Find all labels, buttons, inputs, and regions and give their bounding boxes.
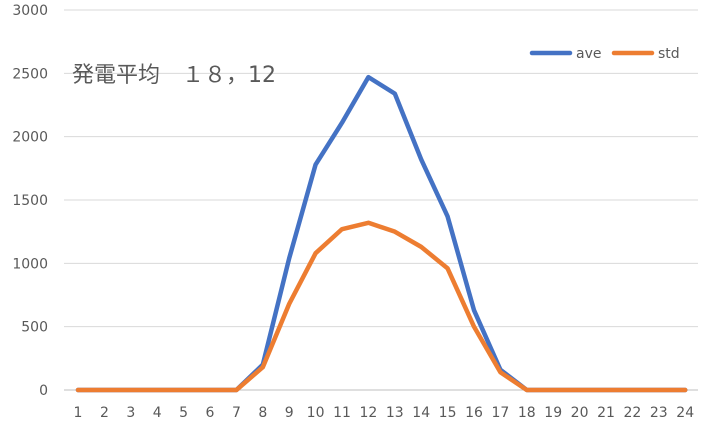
- y-tick-label: 500: [21, 320, 48, 336]
- x-tick-label: 12: [359, 405, 377, 421]
- x-tick-label: 3: [126, 405, 135, 421]
- y-axis-ticks: 0 500 1000 1500 2000 2500 3000: [12, 3, 48, 399]
- y-tick-label: 2500: [12, 66, 48, 82]
- x-tick-label: 23: [650, 405, 668, 421]
- x-axis-ticks: 1 2 3 4 5 6 7 8 9 10 11 12 13 14 15 16 17 18 19 20 21 22 23 24: [74, 405, 695, 421]
- x-tick-label: 1: [74, 405, 83, 421]
- x-tick-label: 20: [571, 405, 589, 421]
- x-tick-label: 5: [179, 405, 188, 421]
- x-tick-label: 18: [518, 405, 536, 421]
- x-tick-label: 4: [153, 405, 162, 421]
- x-tick-label: 17: [491, 405, 509, 421]
- x-tick-label: 14: [412, 405, 430, 421]
- y-tick-label: 1500: [12, 193, 48, 209]
- x-tick-label: 13: [386, 405, 404, 421]
- gridlines: [64, 9, 698, 391]
- series-lines: [75, 74, 688, 393]
- x-tick-label: 10: [307, 405, 325, 421]
- series-line-ave: [75, 74, 688, 393]
- x-tick-label: 22: [623, 405, 641, 421]
- y-tick-label: 2000: [12, 130, 48, 146]
- x-tick-label: 9: [285, 405, 294, 421]
- x-tick-label: 8: [258, 405, 267, 421]
- legend-label-ave: ave: [576, 46, 601, 62]
- series-line-std: [75, 220, 688, 393]
- x-tick-label: 11: [333, 405, 351, 421]
- y-tick-label: 0: [39, 383, 48, 399]
- chart-annotation: 発電平均 １８，12: [72, 63, 276, 88]
- x-tick-label: 21: [597, 405, 615, 421]
- x-tick-label: 2: [100, 405, 109, 421]
- x-tick-label: 15: [439, 405, 457, 421]
- legend-label-std: std: [658, 46, 680, 62]
- x-tick-label: 16: [465, 405, 483, 421]
- y-tick-label: 1000: [12, 256, 48, 272]
- x-tick-label: 7: [232, 405, 241, 421]
- x-tick-label: 24: [676, 405, 694, 421]
- x-tick-label: 19: [544, 405, 562, 421]
- y-tick-label: 3000: [12, 3, 48, 19]
- legend: ave std: [529, 46, 680, 62]
- x-tick-label: 6: [206, 405, 215, 421]
